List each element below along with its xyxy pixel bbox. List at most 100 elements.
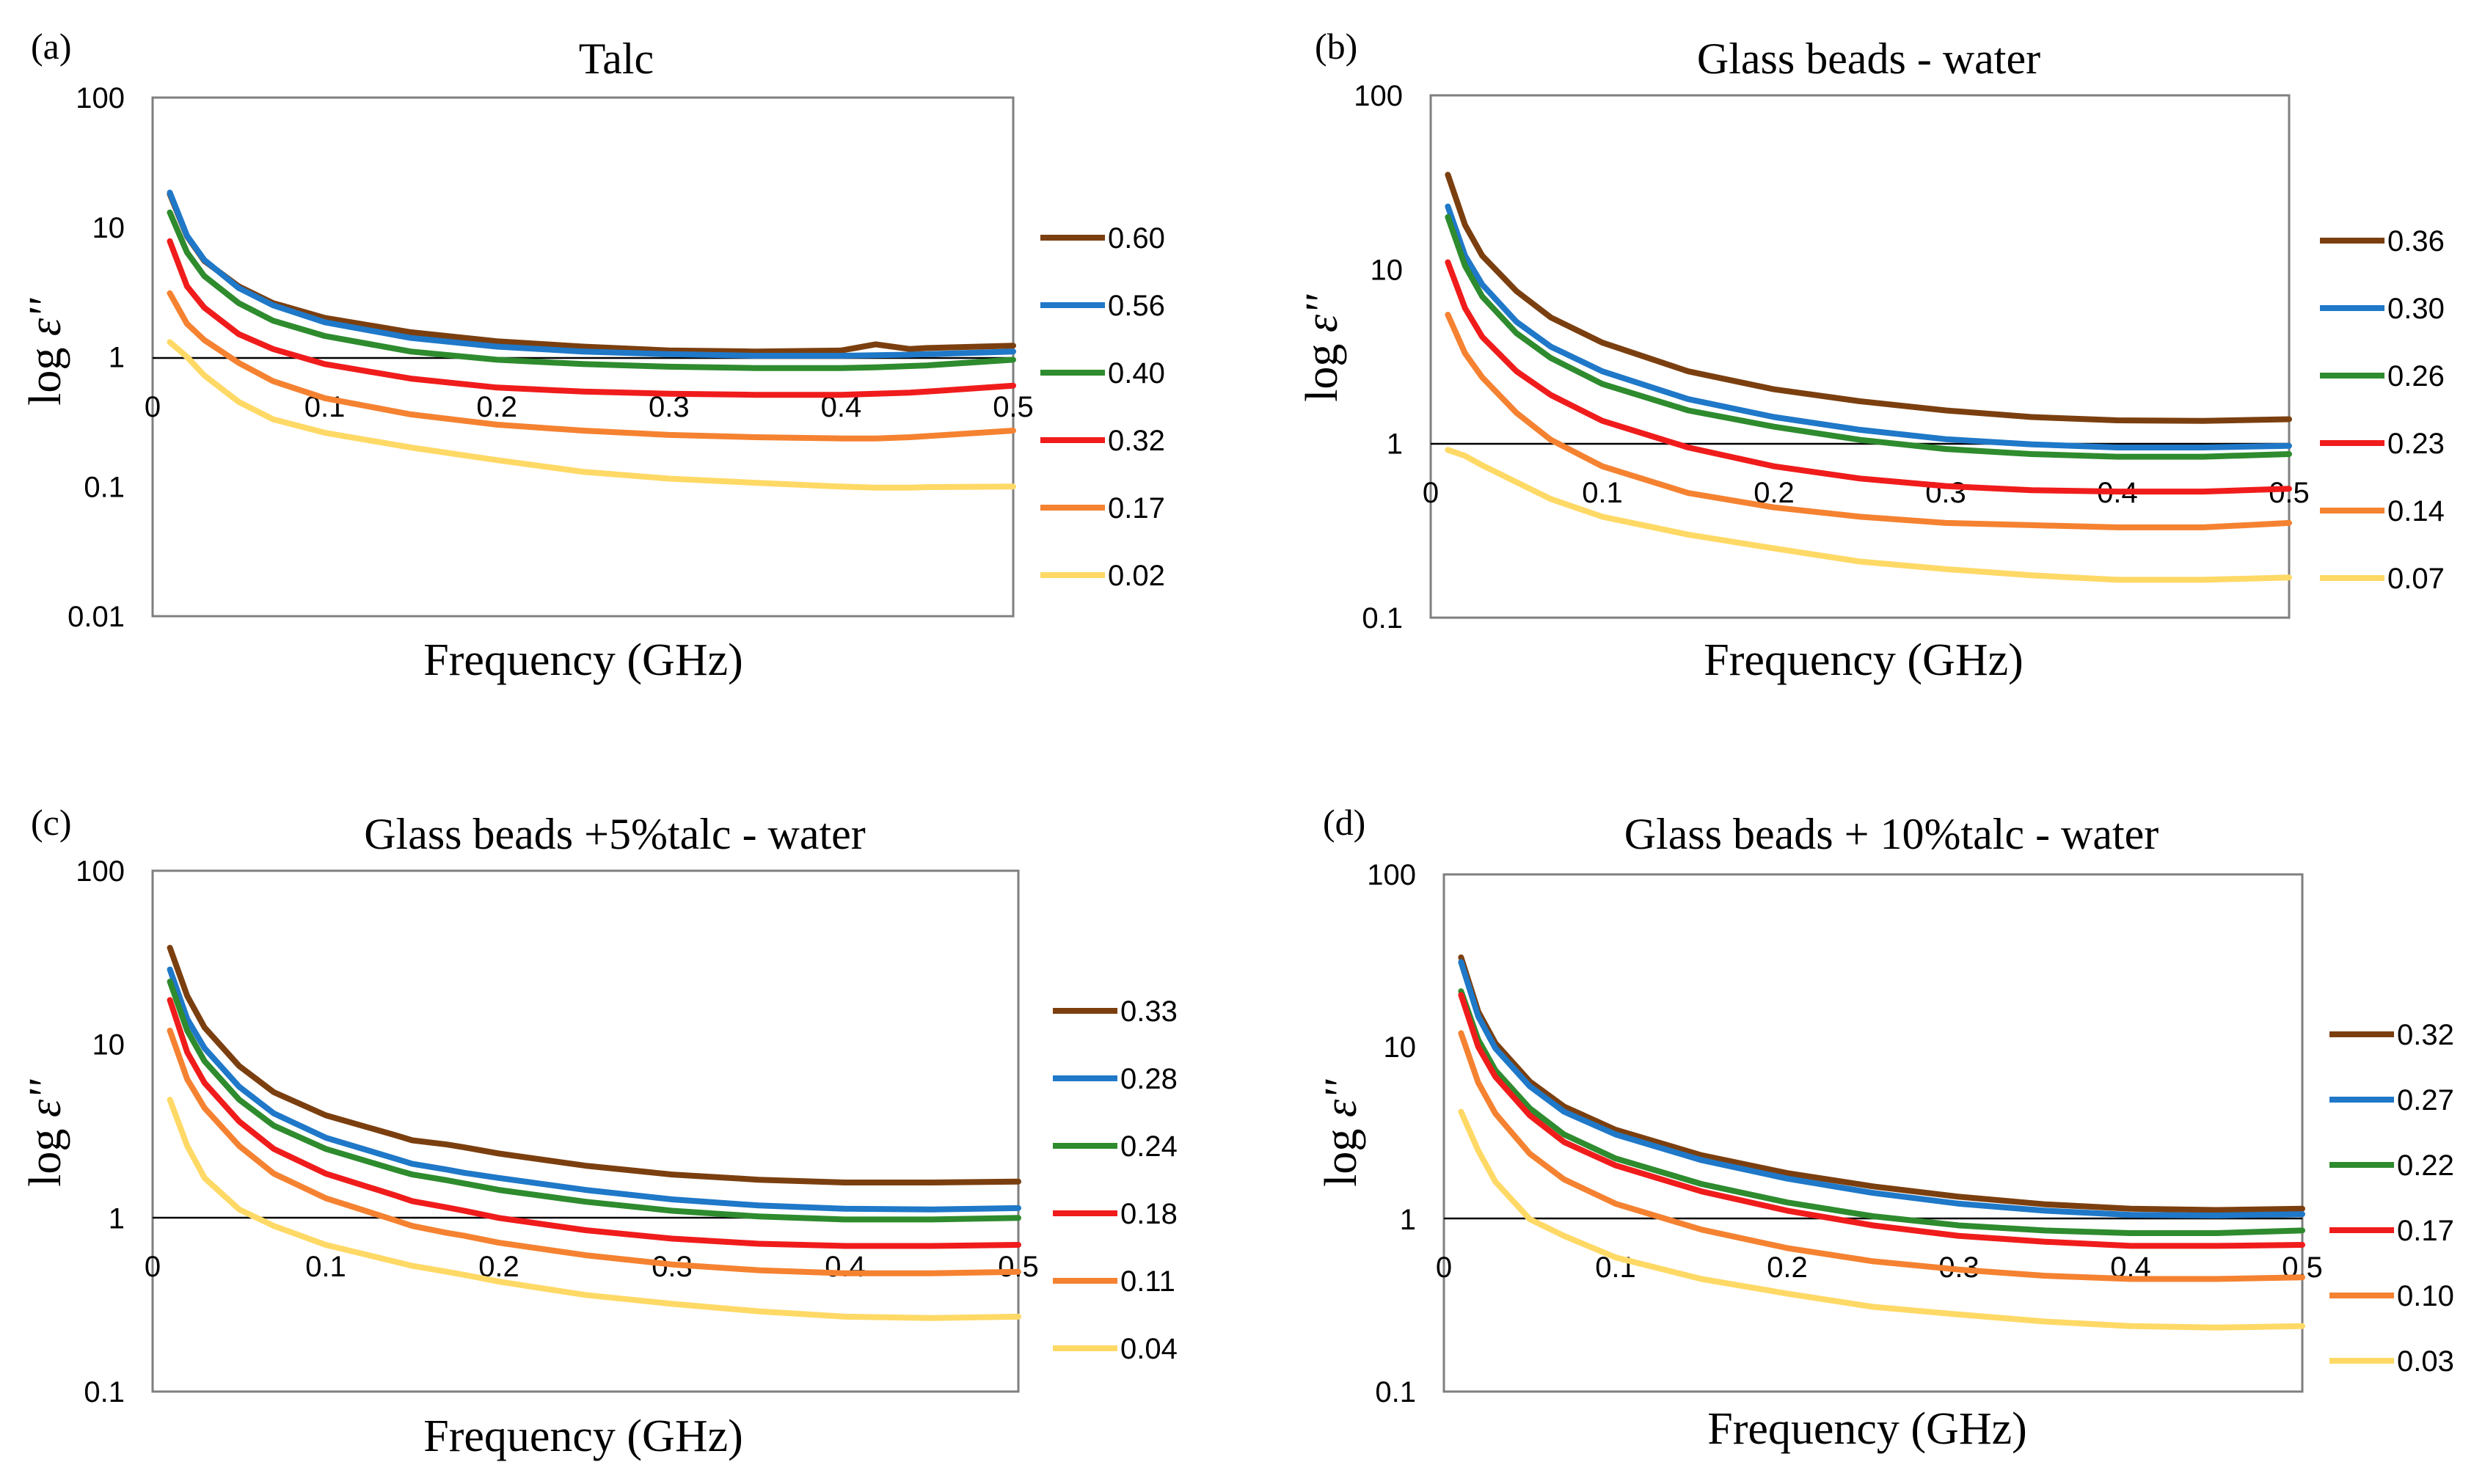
y-tick-label: 0.1 bbox=[84, 1376, 125, 1408]
legend-label: 0.23 bbox=[2387, 428, 2445, 460]
y-tick-label: 1 bbox=[1400, 1204, 1416, 1236]
x-axis-label: Frequency (GHz) bbox=[1704, 635, 2024, 685]
y-tick-label: 1 bbox=[1387, 428, 1403, 461]
series-line-0.30 bbox=[1445, 203, 2292, 450]
series-line-0.11 bbox=[167, 1027, 1021, 1276]
y-tick-label: 100 bbox=[1354, 80, 1403, 112]
x-tick-label: 0 bbox=[145, 391, 161, 423]
x-axis-label: Frequency (GHz) bbox=[1707, 1404, 2027, 1454]
y-axis-label: log ε'' bbox=[21, 297, 70, 405]
panel-label: (a) bbox=[31, 26, 72, 67]
series-line-0.14 bbox=[1445, 312, 2292, 530]
y-tick-label: 100 bbox=[76, 855, 125, 888]
chart-title: Talc bbox=[579, 34, 654, 83]
y-tick-label: 10 bbox=[1384, 1031, 1417, 1064]
x-tick-label: 0 bbox=[1436, 1251, 1452, 1284]
legend-label: 0.04 bbox=[1120, 1333, 1178, 1365]
plot-area bbox=[1442, 873, 2304, 1393]
y-tick-label: 0.1 bbox=[1362, 602, 1403, 635]
y-tick-label: 0.1 bbox=[84, 471, 125, 503]
y-axis-label: log ε'' bbox=[21, 1078, 70, 1186]
legend-label: 0.56 bbox=[1108, 290, 1165, 322]
plot-area bbox=[1429, 94, 2291, 619]
legend-label: 0.03 bbox=[2397, 1345, 2454, 1378]
legend: 0.32 0.27 0.22 0.17 0.10 0.03 bbox=[2329, 1019, 2454, 1378]
series-line-0.28 bbox=[167, 966, 1021, 1213]
legend-label: 0.32 bbox=[2397, 1019, 2454, 1051]
legend-label: 0.30 bbox=[2387, 293, 2445, 325]
series-line-0.56 bbox=[167, 189, 1016, 359]
legend-label: 0.14 bbox=[2387, 495, 2445, 527]
legend-label: 0.32 bbox=[1108, 425, 1165, 457]
legend-label: 0.11 bbox=[1120, 1265, 1175, 1298]
legend-label: 0.24 bbox=[1120, 1130, 1178, 1163]
series-line-0.40 bbox=[167, 209, 1016, 371]
panel-label: (b) bbox=[1315, 26, 1357, 67]
y-tick-label: 0.1 bbox=[1375, 1376, 1416, 1408]
y-tick-label: 10 bbox=[92, 1029, 125, 1061]
x-tick-label: 0.4 bbox=[825, 1251, 866, 1283]
legend-label: 0.10 bbox=[2397, 1280, 2454, 1312]
legend-label: 0.27 bbox=[2397, 1084, 2454, 1116]
legend-label: 0.60 bbox=[1108, 222, 1165, 255]
series-line-0.02 bbox=[167, 339, 1016, 491]
x-tick-label: 0.5 bbox=[998, 1251, 1039, 1283]
plot-area bbox=[151, 869, 1020, 1393]
series-line-0.22 bbox=[1458, 988, 2305, 1236]
legend-label: 0.07 bbox=[2387, 563, 2445, 595]
chart-title: Glass beads +5%talc - water bbox=[364, 810, 866, 858]
x-tick-label: 0.3 bbox=[1925, 477, 1966, 509]
x-tick-label: 0.5 bbox=[2269, 477, 2310, 509]
y-axis-label: log ε'' bbox=[1316, 1078, 1366, 1186]
series-line-0.24 bbox=[167, 979, 1021, 1223]
y-tick-label: 10 bbox=[92, 212, 125, 244]
series-line-0.32 bbox=[1458, 954, 2305, 1213]
legend-label: 0.36 bbox=[2387, 225, 2445, 257]
legend-label: 0.26 bbox=[2387, 360, 2445, 392]
x-tick-label: 0.1 bbox=[1582, 477, 1623, 509]
x-axis-label: Frequency (GHz) bbox=[423, 635, 743, 685]
x-tick-label: 0.2 bbox=[476, 391, 517, 423]
x-axis-label: Frequency (GHz) bbox=[423, 1411, 743, 1461]
x-tick-label: 0.5 bbox=[993, 391, 1034, 423]
x-tick-label: 0.1 bbox=[305, 1251, 346, 1283]
y-tick-label: 1 bbox=[109, 342, 125, 374]
legend-label: 0.17 bbox=[2397, 1215, 2454, 1247]
series-line-0.04 bbox=[167, 1097, 1021, 1321]
y-tick-label: 0.01 bbox=[67, 601, 125, 633]
y-axis-label: log ε'' bbox=[1297, 293, 1347, 401]
series-line-0.27 bbox=[1458, 959, 2305, 1218]
legend-label: 0.02 bbox=[1108, 560, 1165, 592]
chart-title: Glass beads - water bbox=[1697, 34, 2040, 83]
x-tick-label: 0 bbox=[145, 1251, 161, 1283]
series-line-0.32 bbox=[167, 238, 1016, 398]
chart-panel-4: (d) Glass beads + 10%talc - water 0.1 1 10 10… bbox=[1316, 802, 2454, 1454]
series-line-0.33 bbox=[167, 945, 1021, 1185]
series-line-0.07 bbox=[1445, 447, 2292, 583]
legend-label: 0.17 bbox=[1108, 492, 1165, 524]
y-tick-label: 10 bbox=[1371, 254, 1404, 286]
legend-label: 0.22 bbox=[2397, 1149, 2454, 1182]
series-line-0.17 bbox=[1458, 992, 2305, 1249]
y-tick-label: 100 bbox=[76, 82, 125, 114]
series-line-0.18 bbox=[167, 997, 1021, 1249]
chart-title: Glass beads + 10%talc - water bbox=[1624, 810, 2159, 858]
legend-label: 0.18 bbox=[1120, 1198, 1178, 1230]
legend: 0.60 0.56 0.40 0.32 0.17 0.02 bbox=[1040, 222, 1165, 592]
panel-label: (c) bbox=[31, 802, 72, 843]
legend: 0.36 0.30 0.26 0.23 0.14 0.07 bbox=[2320, 225, 2445, 595]
panel-label: (d) bbox=[1323, 802, 1365, 843]
series-line-0.17 bbox=[167, 290, 1016, 442]
series-line-0.36 bbox=[1445, 172, 2292, 424]
x-tick-label: 0 bbox=[1423, 477, 1439, 509]
series-line-0.23 bbox=[1445, 259, 2292, 495]
legend-label: 0.33 bbox=[1120, 995, 1178, 1028]
series-line-0.03 bbox=[1458, 1108, 2305, 1331]
y-tick-label: 100 bbox=[1367, 859, 1416, 891]
x-tick-label: 0.2 bbox=[1767, 1251, 1808, 1284]
y-tick-label: 1 bbox=[109, 1202, 125, 1235]
series-line-0.10 bbox=[1458, 1030, 2305, 1282]
